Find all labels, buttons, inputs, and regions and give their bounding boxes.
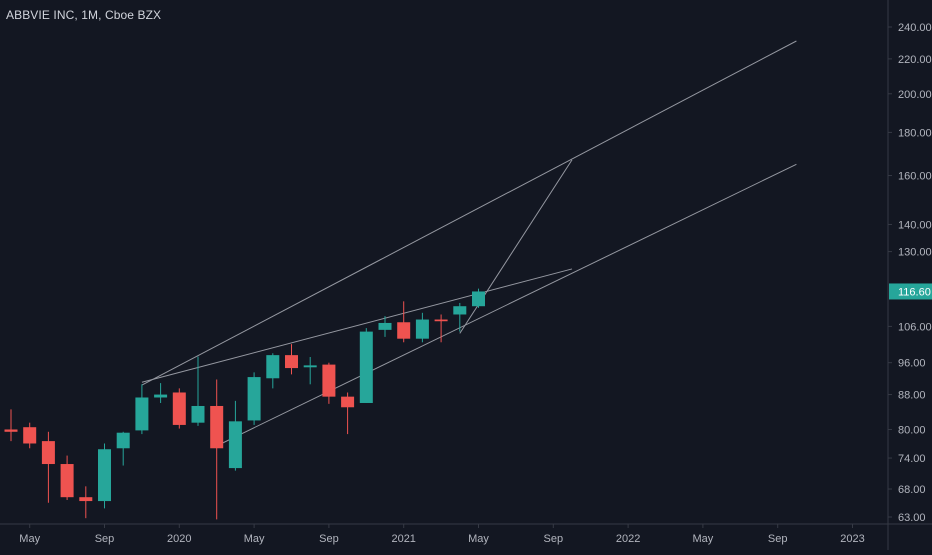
candle-body: [415, 319, 429, 339]
candle: [322, 362, 336, 404]
time-tick-label: Sep: [319, 533, 339, 545]
candle: [191, 356, 205, 426]
candle: [210, 379, 224, 520]
time-tick-label: 2021: [391, 533, 415, 545]
candle-body: [116, 432, 130, 449]
candle-body: [210, 405, 224, 449]
candle: [285, 344, 298, 375]
price-tick-label: 96.00: [898, 358, 926, 370]
candle-body: [341, 396, 355, 408]
candle-body: [472, 291, 485, 307]
candle-body: [266, 355, 280, 379]
candle: [303, 357, 317, 385]
time-tick-label: 2020: [167, 533, 191, 545]
time-tick-label: May: [19, 533, 40, 545]
time-tick-label: May: [468, 533, 489, 545]
price-tick-label: 106.00: [898, 321, 932, 333]
candle: [472, 288, 485, 308]
candle: [359, 328, 373, 403]
candle: [116, 431, 130, 466]
candle: [247, 372, 261, 425]
chart-title: ABBVIE INC, 1M, Cboe BZX: [6, 8, 162, 22]
candle-body: [60, 464, 74, 498]
price-tick-label: 140.00: [898, 219, 932, 231]
candle-body: [79, 497, 93, 502]
candle: [154, 383, 168, 403]
candle-body: [4, 429, 18, 432]
price-tick-label: 180.00: [898, 127, 932, 139]
candle: [172, 388, 186, 429]
price-tick-label: 240.00: [898, 22, 932, 34]
time-tick-label: Sep: [95, 533, 115, 545]
candle-body: [191, 405, 205, 423]
candle: [378, 316, 392, 337]
price-tick-label: 130.00: [898, 247, 932, 259]
candle-body: [434, 319, 448, 322]
candle: [135, 384, 149, 435]
time-tick-label: Sep: [544, 533, 564, 545]
price-tick-label: 80.00: [898, 424, 926, 436]
candle: [397, 301, 411, 343]
candle-body: [247, 377, 261, 421]
candle-body: [135, 397, 149, 431]
candle: [98, 443, 111, 509]
price-tick-label: 68.00: [898, 484, 926, 496]
current-price-badge: 116.60: [889, 283, 932, 300]
time-axis: May Sep 2020 May Sep 2021 May Sep 2022 May Sep 2023: [19, 524, 865, 545]
candle: [341, 392, 355, 435]
price-tick-label: 160.00: [898, 171, 932, 183]
time-tick-label: May: [244, 533, 265, 545]
candle: [415, 312, 429, 343]
price-tick-label: 200.00: [898, 89, 932, 101]
time-tick-label: 2022: [616, 533, 640, 545]
candle-body: [154, 394, 168, 398]
price-tick-label: 63.00: [898, 512, 926, 524]
candle-body: [41, 441, 55, 465]
current-price-box: [889, 283, 932, 300]
candles: [4, 288, 485, 520]
candle: [4, 409, 18, 442]
candle: [266, 353, 280, 389]
candle: [228, 400, 242, 471]
candle-body: [228, 421, 242, 469]
trendline: [216, 163, 797, 447]
candle-body: [23, 427, 37, 444]
candle: [434, 314, 448, 343]
price-axis: 63.00 68.00 74.00 80.00 88.00 96.00 106.00 130.…: [888, 22, 932, 524]
candle: [41, 431, 55, 503]
time-tick-label: Sep: [768, 533, 788, 545]
candle: [60, 455, 74, 500]
trendline: [141, 40, 797, 386]
candle: [79, 486, 93, 519]
candle-body: [453, 306, 467, 315]
candle-body: [303, 365, 317, 368]
price-tick-label: 220.00: [898, 54, 932, 66]
time-tick-label: May: [693, 533, 714, 545]
candle-body: [98, 449, 111, 502]
price-tick-label: 74.00: [898, 453, 926, 465]
candle: [23, 422, 37, 449]
price-tick-label: 88.00: [898, 390, 926, 402]
trendline: [141, 268, 573, 383]
candle-body: [172, 392, 186, 425]
candle-body: [322, 364, 336, 397]
candle-body: [359, 331, 373, 403]
candle-body: [285, 355, 298, 369]
candle: [453, 302, 467, 332]
candle-body: [397, 322, 411, 339]
current-price-label: 116.60: [898, 286, 931, 298]
candle-body: [378, 322, 392, 330]
time-tick-label: 2023: [840, 533, 864, 545]
